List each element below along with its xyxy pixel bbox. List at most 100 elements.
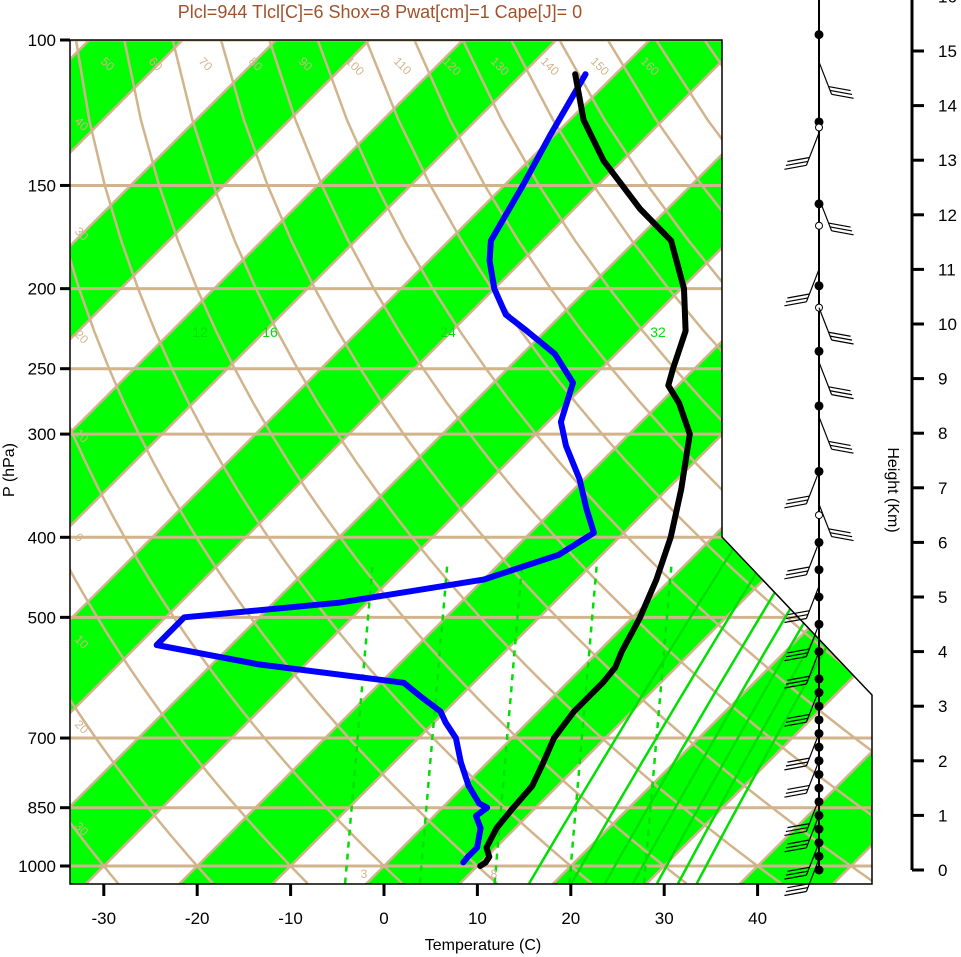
dry-adiabat-line — [219, 40, 872, 884]
height-marker — [814, 30, 824, 40]
height-tick-label: 10 — [938, 315, 957, 334]
wind-barb-flag — [784, 617, 807, 624]
dry-adiabat-line — [751, 40, 872, 884]
height-marker — [814, 592, 824, 602]
dry-adiabat-lines — [70, 40, 872, 884]
wind-barb-staff — [805, 542, 820, 576]
isotherm-line — [458, 40, 872, 884]
pressure-tick-label: 1000 — [18, 857, 56, 876]
isotherm-label: 30 — [732, 118, 751, 137]
height-marker — [814, 281, 824, 291]
wind-barb-flag — [787, 648, 810, 654]
dry-adiabat-line — [461, 40, 872, 884]
wind-barb-flag — [829, 226, 853, 232]
isotherm-line — [70, 40, 838, 884]
isotherm-label: 0 — [732, 459, 746, 474]
wind-barb-flag — [787, 757, 810, 763]
wind-barb-flag — [787, 713, 810, 720]
isotherm-band — [70, 40, 370, 884]
isotherm-band — [179, 40, 872, 884]
wind-barb-flag — [785, 761, 809, 767]
wind-barb-staff — [805, 585, 820, 619]
wind-barb-flag — [787, 866, 810, 872]
dry-adiabat-line — [413, 40, 872, 884]
height-marker — [814, 701, 824, 711]
wind-barb-flag — [829, 444, 853, 450]
height-tick-label: 1 — [938, 806, 947, 825]
height-tick-label: 11 — [938, 260, 956, 279]
wind-barb-staff — [818, 362, 833, 395]
x-tick-label: 0 — [379, 909, 388, 928]
height-tick-label: 13 — [938, 151, 957, 170]
mixing-ratio-label: 32 — [650, 324, 666, 340]
wind-barb-flag — [829, 390, 853, 396]
wind-barb-flag — [785, 679, 809, 685]
height-tick-label: 0 — [938, 861, 947, 880]
pressure-tick-label: 500 — [28, 608, 56, 627]
dry-adiabat-line — [70, 40, 309, 884]
saturated-adiabat-line — [418, 563, 449, 884]
wind-barb-flag — [784, 765, 807, 771]
wind-barb-staff — [805, 132, 820, 166]
wind-barb-flag — [784, 683, 807, 689]
saturated-adiabat-line — [642, 563, 673, 884]
height-tick-label: 5 — [938, 588, 947, 607]
temperature-line — [477, 71, 693, 869]
isotherm-label: 30 — [849, 643, 868, 662]
height-tick-label: 3 — [938, 697, 947, 716]
wind-barb-flag — [829, 89, 853, 96]
isotherm-band — [70, 40, 743, 884]
height-marker — [814, 769, 824, 779]
temperature-profile — [477, 71, 693, 869]
wind-barb-staff — [805, 651, 820, 685]
height-tick-label: 14 — [938, 97, 957, 116]
isotherm-line — [70, 40, 277, 884]
saturated-label: 8 — [491, 867, 498, 881]
wind-barb-flag — [787, 495, 810, 501]
isotherm-band — [552, 40, 872, 884]
wind-barb-flag — [828, 331, 851, 337]
height-marker — [814, 783, 824, 793]
isotherm-line — [70, 40, 371, 884]
pressure-axis-ticks: 100 150 200 250 300 400 500 700 850 1000 — [18, 31, 70, 876]
wind-barb-flag — [785, 652, 809, 658]
height-tick-label: 7 — [938, 479, 947, 498]
wind-barb-flag — [784, 164, 807, 170]
x-tick-label: 10 — [468, 909, 487, 928]
wind-barb-flag — [784, 721, 807, 727]
wind-barb-flag — [787, 823, 810, 829]
pressure-tick-label: 100 — [28, 31, 56, 50]
wind-barb-flag — [831, 230, 854, 236]
height-axis: 012345678910111213141516 — [910, 0, 957, 880]
x-tick-label: 40 — [748, 909, 767, 928]
wind-barb-flag — [785, 843, 809, 849]
height-tick-label: 12 — [938, 206, 957, 225]
saturated-adiabat-line — [493, 563, 524, 884]
height-marker — [814, 742, 824, 752]
wind-barb-flag — [785, 570, 809, 576]
height-marker — [814, 346, 824, 356]
wind-barb-flag — [787, 566, 810, 572]
height-marker — [814, 199, 824, 209]
isotherm-label: 10 — [754, 536, 773, 555]
wind-barb-flag — [828, 440, 851, 447]
theta-label: 70 — [196, 54, 216, 74]
wind-barb-flag — [831, 339, 854, 345]
dewpoint-profile — [153, 71, 597, 866]
height-marker — [814, 688, 824, 698]
height-marker — [814, 797, 824, 807]
height-marker — [814, 674, 824, 684]
dry-adiabat-line — [74, 40, 593, 884]
wind-barb-flag — [784, 301, 807, 307]
height-axis-title: Height (Km) — [884, 447, 901, 532]
isotherm-line — [70, 40, 558, 884]
dry-adiabat-line — [70, 40, 120, 884]
wind-barb-flag — [831, 93, 854, 99]
height-open-marker — [815, 123, 823, 132]
x-tick-label: 20 — [561, 909, 580, 928]
height-tick-label: 9 — [938, 370, 947, 389]
saturated-label: 3 — [361, 867, 368, 881]
wind-barb-staff — [805, 760, 820, 794]
wind-barb-staff — [805, 624, 820, 657]
